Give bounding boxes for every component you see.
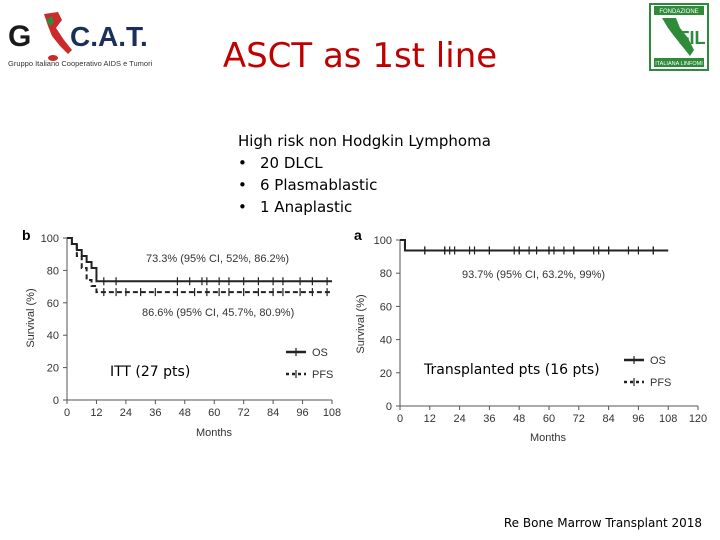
- x-tick-label: 120: [689, 413, 707, 425]
- fil-logo-top-text: FONDAZIONE: [659, 9, 698, 15]
- y-axis-label: Survival (%): [355, 294, 367, 353]
- cohort-heading: High risk non Hodgkin Lymphoma: [238, 132, 491, 150]
- x-tick-label: 60: [543, 413, 555, 425]
- list-item: • 20 DLCL: [238, 154, 323, 172]
- x-tick-label: 12: [424, 413, 436, 425]
- legend-label: PFS: [650, 377, 671, 389]
- y-tick-label: 20: [380, 368, 392, 380]
- list-item-text: 1 Anaplastic: [260, 198, 353, 216]
- y-tick-label: 80: [47, 265, 59, 277]
- y-tick-label: 100: [374, 235, 392, 247]
- fil-logo-name: FIL: [679, 28, 706, 48]
- legend-label: PFS: [312, 369, 333, 381]
- series-line-pfs: [67, 237, 332, 294]
- x-tick-label: 108: [659, 413, 677, 425]
- y-tick-label: 20: [47, 363, 59, 375]
- x-tick-label: 96: [632, 413, 644, 425]
- x-tick-label: 24: [120, 407, 132, 419]
- panel-label: b: [22, 227, 31, 243]
- fil-logo-bottom-text: ITALIANA LINFOMI: [655, 61, 703, 67]
- x-tick-label: 0: [64, 407, 70, 419]
- km-chart-transplanted: 0 12 24 36 48 60 72 84 96 108 120 0 20 40 60 80 100 Month…: [354, 227, 707, 444]
- slide-title: ASCT as 1st line: [222, 36, 498, 76]
- list-item: • 6 Plasmablastic: [238, 176, 378, 194]
- x-tick-label: 72: [573, 413, 585, 425]
- cohort-label: Transplanted pts (16 pts): [423, 362, 600, 378]
- gicat-logo-name: C.A.T.: [70, 21, 148, 52]
- legend-label: OS: [650, 355, 666, 367]
- list-item-text: 6 Plasmablastic: [260, 176, 378, 194]
- x-tick-label: 36: [483, 413, 495, 425]
- citation: Re Bone Marrow Transplant 2018: [503, 516, 702, 530]
- x-tick-label: 84: [602, 413, 614, 425]
- y-tick-label: 80: [380, 268, 392, 280]
- y-tick-label: 60: [380, 301, 392, 313]
- list-item-text: 20 DLCL: [260, 154, 323, 172]
- x-tick-label: 12: [90, 407, 102, 419]
- y-tick-label: 0: [386, 401, 392, 413]
- fil-logo: FONDAZIONE FIL ITALIANA LINFOMI: [636, 2, 716, 72]
- gicat-logo-subtitle: Gruppo Italiano Cooperativo AIDS e Tumor…: [8, 59, 153, 68]
- gicat-logo-g: G: [8, 20, 31, 53]
- x-tick-label: 0: [397, 413, 403, 425]
- panel-label: a: [354, 227, 362, 243]
- survival-annotation: 73.3% (95% CI, 52%, 86.2%): [146, 253, 289, 265]
- gicat-logo: G C.A.T. Gruppo Italiano Cooperativo AID…: [6, 6, 176, 70]
- x-tick-label: 72: [238, 407, 250, 419]
- italy-map-icon: [662, 18, 694, 56]
- italy-map-icon: [44, 12, 72, 61]
- y-tick-label: 40: [47, 330, 59, 342]
- list-item: • 1 Anaplastic: [238, 198, 353, 216]
- cohort-description: High risk non Hodgkin Lymphoma • 20 DLCL …: [238, 130, 491, 218]
- y-tick-label: 60: [47, 298, 59, 310]
- y-tick-label: 0: [53, 395, 59, 407]
- cohort-label: ITT (27 pts): [110, 364, 190, 380]
- x-tick-label: 96: [296, 407, 308, 419]
- x-axis-label: Months: [196, 427, 233, 439]
- y-tick-label: 40: [380, 335, 392, 347]
- x-tick-label: 24: [453, 413, 465, 425]
- x-tick-label: 108: [323, 407, 341, 419]
- survival-annotation: 86.6% (95% CI, 45.7%, 80.9%): [142, 307, 294, 319]
- x-tick-label: 60: [208, 407, 220, 419]
- survival-annotation: 93.7% (95% CI, 63.2%, 99%): [462, 269, 605, 281]
- y-axis-label: Survival (%): [25, 288, 37, 347]
- x-tick-label: 48: [513, 413, 525, 425]
- x-tick-label: 84: [267, 407, 279, 419]
- legend-label: OS: [312, 347, 328, 359]
- x-tick-label: 48: [179, 407, 191, 419]
- y-tick-label: 100: [41, 233, 59, 245]
- x-axis-label: Months: [530, 432, 567, 444]
- km-chart-itt: 0 12 24 36 48 60 72 84 96 108 0 20 40 60 80 100 Months Su…: [22, 227, 341, 439]
- x-tick-label: 36: [149, 407, 161, 419]
